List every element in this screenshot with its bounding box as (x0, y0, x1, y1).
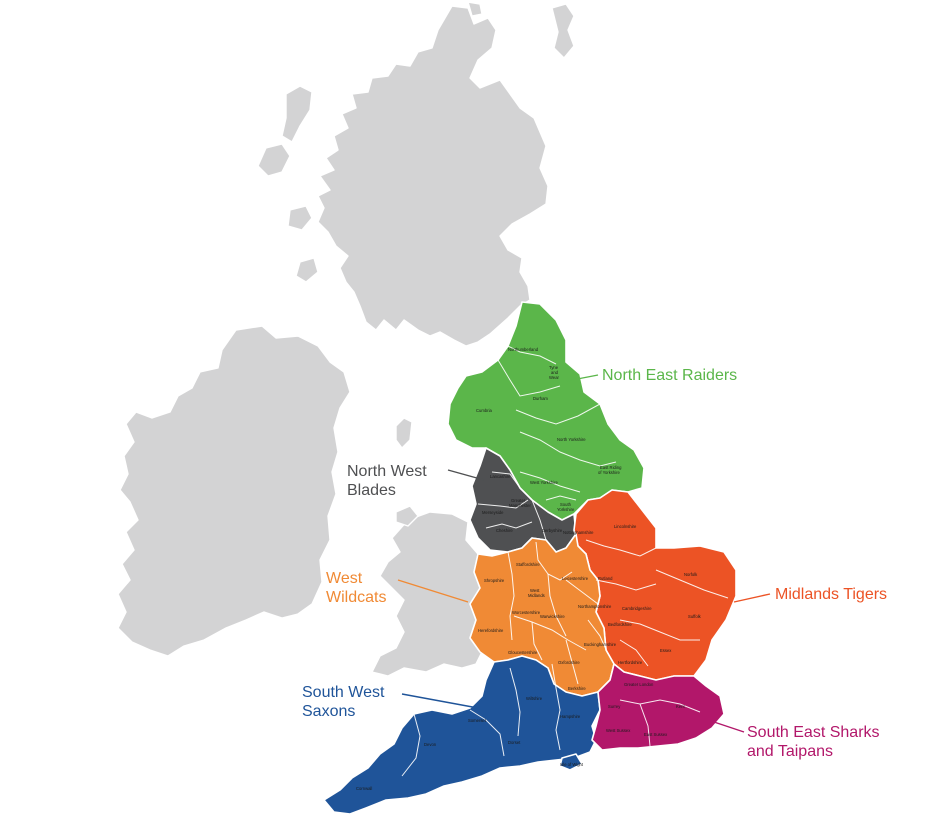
label-greater-manchester-2: Manchester (509, 503, 531, 508)
label-staffordshire: Staffordshire (516, 562, 540, 567)
team-label-south-west-line2: Saxons (302, 703, 356, 720)
leader-north-east (566, 374, 599, 382)
label-essex: Essex (660, 648, 672, 653)
label-bedfordshire: Bedfordshire (608, 622, 632, 627)
label-hertfordshire: Hertfordshire (618, 660, 643, 665)
team-label-south-east: South East Sharks and Taipans (747, 723, 880, 761)
anglesey-island (395, 505, 419, 527)
label-tyne-and-wear-3: Wear (549, 375, 560, 380)
label-derbyshire: Derbyshire (542, 528, 563, 533)
scotland-landmass (317, 5, 549, 347)
label-worcestershire: Worcestershire (512, 610, 541, 615)
county-boundaries (401, 341, 729, 777)
label-gloucestershire: Gloucestershire (508, 650, 538, 655)
label-durham: Durham (533, 396, 548, 401)
team-label-south-east-line2: and Taipans (747, 743, 833, 760)
label-somerset: Somerset (468, 718, 487, 723)
label-north-yorkshire: North Yorkshire (557, 437, 586, 442)
label-tyne-and-wear-2: and (551, 370, 559, 375)
label-berkshire: Berkshire (568, 686, 586, 691)
isle-of-wight (559, 753, 583, 771)
label-buckinghamshire: Buckinghamshire (584, 642, 617, 647)
team-label-south-east-line1: South East Sharks (747, 724, 880, 741)
leader-lines (397, 374, 771, 733)
label-south-yorkshire: South (560, 502, 572, 507)
label-dorset: Dorset (508, 740, 521, 745)
label-west-sussex: West Sussex (606, 728, 631, 733)
wales-landmass (371, 511, 483, 677)
leader-south-west (401, 693, 479, 709)
team-label-north-west: North West Blades (347, 462, 427, 500)
team-label-west: West Wildcats (326, 569, 386, 607)
label-herefordshire: Herefordshire (478, 628, 504, 633)
label-leicestershire: Leicestershire (562, 576, 589, 581)
leader-west (397, 579, 469, 603)
label-nottinghamshire: Nottinghamshire (563, 530, 594, 535)
team-label-north-west-line1: North West (347, 463, 427, 480)
label-cheshire: Cheshire (496, 528, 513, 533)
hebrides-island (281, 85, 313, 143)
county-labels: Northumberland Tyne and Wear Durham Cumb… (356, 347, 702, 791)
label-tyne-and-wear: Tyne (549, 365, 559, 370)
leader-midlands (733, 593, 771, 603)
label-cornwall: Cornwall (356, 786, 372, 791)
label-east-sussex: East Sussex (644, 732, 668, 737)
label-cambridgeshire: Cambridgeshire (622, 606, 652, 611)
label-isle-of-wight: Isle of Wight (560, 762, 584, 767)
label-norfolk: Norfolk (684, 572, 698, 577)
label-devon: Devon (424, 742, 437, 747)
orkney-island (467, 1, 483, 17)
label-warwickshire: Warwickshire (540, 614, 565, 619)
label-hampshire: Hampshire (560, 714, 581, 719)
label-shropshire: Shropshire (484, 578, 505, 583)
label-south-yorkshire-2: Yorkshire (557, 507, 575, 512)
label-surrey: Surrey (608, 704, 621, 709)
label-lancashire: Lancashire (490, 474, 511, 479)
team-label-north-west-line2: Blades (347, 482, 396, 499)
label-rutland: Rutland (598, 576, 613, 581)
label-northamptonshire: Northamptonshire (578, 604, 612, 609)
mull-island (287, 205, 313, 231)
shetland-island (551, 3, 575, 59)
label-wiltshire: Wiltshire (526, 696, 543, 701)
team-label-south-west: South West Saxons (302, 683, 384, 721)
label-greater-manchester: Greater (511, 498, 526, 503)
label-cumbria: Cumbria (476, 408, 492, 413)
leader-south-east (713, 721, 745, 733)
region-south-east (591, 663, 725, 751)
label-west-midlands-2: Midlands (528, 593, 545, 598)
team-label-midlands: Midlands Tigers (775, 586, 888, 603)
leader-north-west (447, 469, 485, 481)
label-east-riding-2: of Yorkshire (598, 470, 621, 475)
label-suffolk: Suffolk (688, 614, 702, 619)
region-south-west (323, 655, 601, 815)
label-merseyside: Merseyside (482, 510, 504, 515)
label-northumberland: Northumberland (508, 347, 539, 352)
team-label-south-west-line1: South West (302, 684, 385, 701)
isle-of-man (395, 417, 413, 449)
team-label-north-east: North East Raiders (602, 367, 738, 384)
team-label-west-line1: West (326, 570, 363, 587)
label-west-midlands: West (530, 588, 540, 593)
label-kent: Kent (676, 704, 685, 709)
label-greater-london: Greater London (624, 682, 654, 687)
islay-island (295, 257, 319, 283)
label-lincolnshire: Lincolnshire (614, 524, 637, 529)
skye-island (257, 143, 291, 177)
team-label-west-line2: Wildcats (326, 589, 387, 606)
label-west-yorkshire: West Yorkshire (530, 480, 559, 485)
ireland-landmass (117, 325, 351, 657)
label-east-riding: East Riding (600, 465, 622, 470)
label-oxfordshire: Oxfordshire (558, 660, 580, 665)
